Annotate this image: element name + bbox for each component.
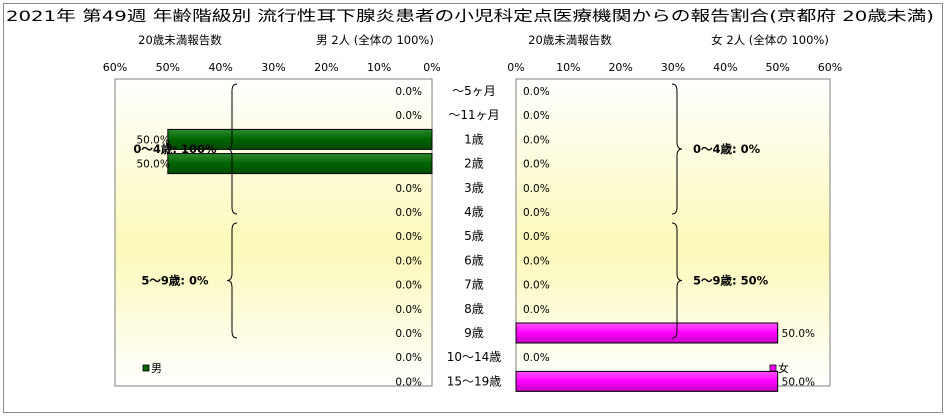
female-bar	[515, 322, 779, 344]
female-group-label: 5～9歳: 50%	[693, 274, 769, 288]
male-panel: 0% 10% 20% 30% 40% 50% 60% 0.0% 0.0% 50.0% 50.0% 0.…	[103, 61, 441, 388]
male-value-label: 0.0%	[395, 110, 422, 122]
male-value-label: 0.0%	[395, 280, 422, 292]
right-panel-header: 女 2人 (全体の 100%)	[711, 33, 829, 47]
age-category-label: 6歳	[464, 253, 484, 267]
age-category-label: 15～19歳	[447, 374, 502, 388]
male-axis-tick-label: 50%	[156, 61, 180, 74]
male-plot-area	[114, 78, 433, 387]
male-value-label: 0.0%	[395, 183, 422, 195]
age-category-label: 9歳	[464, 326, 484, 340]
age-category-label: 3歳	[464, 181, 484, 195]
male-group-brace	[226, 83, 238, 215]
male-value-label: 0.0%	[395, 255, 422, 267]
female-value-label: 0.0%	[523, 134, 550, 146]
male-legend-swatch	[142, 364, 150, 372]
male-value-label: 0.0%	[395, 328, 422, 340]
right-axis-title: 20歳未満報告数	[528, 33, 612, 47]
female-bar	[515, 370, 779, 392]
female-value-label: 0.0%	[523, 304, 550, 316]
male-axis-tick-label: 40%	[208, 61, 232, 74]
female-legend-label: 女	[778, 361, 789, 375]
male-bar	[167, 153, 433, 175]
female-value-label: 0.0%	[523, 159, 550, 171]
chart-title: 2021年 第49週 年齢階級別 流行性耳下腺炎患者の小児科定点医療機関からの報…	[6, 7, 934, 25]
male-axis-tick-label: 20%	[314, 61, 338, 74]
male-group-label: 5～9歳: 0%	[141, 274, 209, 288]
chart-frame	[3, 3, 943, 413]
female-group-label: 0～4歳: 0%	[693, 142, 761, 156]
female-axis-tick-label: 40%	[713, 61, 737, 74]
male-value-label: 0.0%	[395, 352, 422, 364]
female-axis-tick-label: 60%	[818, 61, 842, 74]
female-group-brace	[671, 83, 683, 215]
male-value-label: 0.0%	[395, 304, 422, 316]
female-group-brace	[671, 222, 683, 339]
age-category-label: 4歳	[464, 205, 484, 219]
female-axis-tick-label: 10%	[556, 61, 580, 74]
female-value-label: 0.0%	[523, 255, 550, 267]
female-value-label: 0.0%	[523, 231, 550, 243]
age-category-label: ～11ヶ月	[448, 108, 499, 122]
female-value-label: 50.0%	[782, 328, 815, 340]
age-category-label: 5歳	[464, 229, 484, 243]
female-panel: 0% 10% 20% 30% 40% 50% 60% 0.0% 0.0% 0.0% 0.0% 0.0%…	[507, 61, 842, 392]
male-value-label: 0.0%	[395, 231, 422, 243]
female-value-label: 0.0%	[523, 110, 550, 122]
male-group-label: 0～4歳: 100%	[133, 142, 217, 156]
male-value-label: 0.0%	[395, 86, 422, 98]
female-axis-tick-label: 30%	[661, 61, 685, 74]
male-axis-tick-label: 60%	[103, 61, 127, 74]
age-category-label: 10～14歳	[447, 350, 502, 364]
male-value-label: 0.0%	[395, 376, 422, 388]
male-legend-label: 男	[151, 362, 162, 375]
male-value-label: 0.0%	[395, 207, 422, 219]
male-value-label: 50.0%	[136, 159, 169, 171]
female-value-label: 0.0%	[523, 183, 550, 195]
female-value-label: 0.0%	[523, 352, 550, 364]
female-axis-tick-label: 50%	[765, 61, 789, 74]
age-category-label: 1歳	[464, 132, 484, 146]
left-panel-header: 男 2人 (全体の 100%)	[316, 33, 434, 47]
female-axis-tick-label: 20%	[608, 61, 632, 74]
male-axis-tick-label: 0%	[423, 61, 440, 74]
male-value-label: 50.0%	[136, 134, 169, 146]
male-group-brace	[226, 222, 238, 339]
age-category-label: 7歳	[464, 278, 484, 292]
age-category-label: 2歳	[464, 157, 484, 171]
male-bar	[167, 128, 433, 150]
age-category-labels: ～5ヶ月 ～11ヶ月 1歳 2歳 3歳 4歳 5歳 6歳 7歳 8歳 9歳 10～14歳 15～19歳	[447, 84, 502, 388]
female-axis-tick-label: 0%	[507, 61, 524, 74]
female-value-label: 0.0%	[523, 86, 550, 98]
female-value-label: 0.0%	[523, 280, 550, 292]
female-legend-swatch	[769, 364, 777, 372]
age-category-label: 8歳	[464, 302, 484, 316]
male-axis-tick-label: 10%	[367, 61, 391, 74]
age-category-label: ～5ヶ月	[452, 84, 496, 98]
male-axis-tick-label: 30%	[261, 61, 285, 74]
female-value-label: 0.0%	[523, 207, 550, 219]
left-axis-title: 20歳未満報告数	[138, 33, 222, 47]
female-value-label: 50.0%	[782, 376, 815, 388]
